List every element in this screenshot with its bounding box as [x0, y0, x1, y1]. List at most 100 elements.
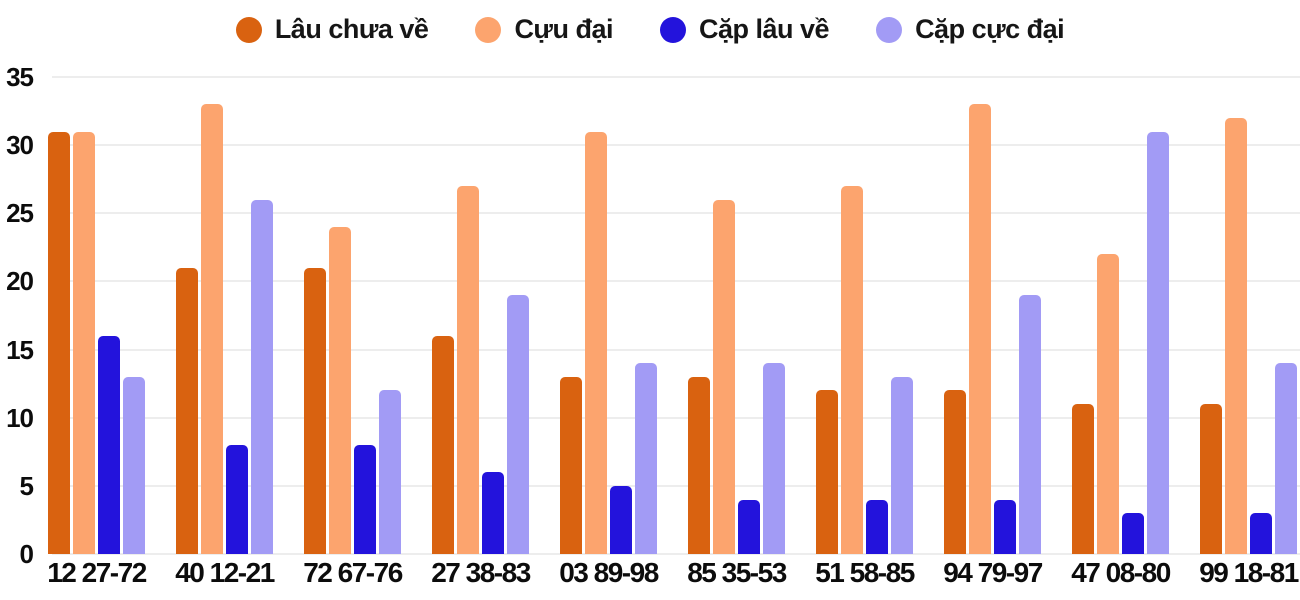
- legend-item-2[interactable]: Cựu đại: [475, 14, 613, 45]
- x-axis-label-51-58-85: 51 58-85: [815, 557, 915, 588]
- bar-Cựu-đại-12-27-72: [73, 131, 95, 554]
- legend-label: Lâu chưa về: [274, 14, 429, 44]
- bar-Cựu-đại-94-79-97: [969, 104, 991, 554]
- x-axis-label-99-18-81: 99 18-81: [1199, 557, 1299, 588]
- legend-item-1[interactable]: Lâu chưa về: [235, 14, 429, 45]
- x-axis-labels: 12 27-72 40 12-21 72 67-76 27 38-83 03 89-98…: [47, 557, 1299, 588]
- bar-Lâu-chưa-về-47-08-80: [1072, 404, 1094, 554]
- x-axis-label-text: 51 58-85: [815, 557, 915, 588]
- bar-group-99-18-81: [1200, 77, 1297, 554]
- legend-label: Cặp cực đại: [915, 14, 1065, 44]
- gridline-y20: [52, 280, 1300, 283]
- bar-Cặp-lâu-về-85-35-53: [738, 499, 760, 554]
- bar-group-47-08-80: [1072, 77, 1169, 554]
- bar-Cặp-lâu-về-72-67-76: [354, 444, 376, 554]
- x-axis-label-47-08-80: 47 08-80: [1071, 557, 1171, 588]
- y-axis-tick-label: 15: [6, 334, 34, 365]
- x-axis-label-40-12-21: 40 12-21: [175, 559, 275, 587]
- plot-area: 0 5 10 15 20 25 30 35: [6, 64, 1300, 567]
- bar-Cặp-cực-đại-47-08-80: [1147, 131, 1169, 554]
- bar-Lâu-chưa-về-94-79-97: [944, 390, 966, 554]
- bar-Cựu-đại-51-58-85: [841, 186, 863, 554]
- bar-Cặp-lâu-về-12-27-72: [98, 335, 120, 554]
- bar-Cặp-cực-đại-40-12-21: [251, 199, 273, 554]
- bar-Cựu-đại-99-18-81: [1225, 117, 1247, 554]
- bar-Cựu-đại-72-67-76: [329, 226, 351, 554]
- legend-swatch-icon: [235, 16, 262, 43]
- x-axis-label-27-38-83: 27 38-83: [431, 557, 531, 588]
- legend-label: Cặp lâu về: [699, 14, 830, 44]
- x-axis-label-text: 94 79-97: [943, 557, 1043, 588]
- gridline-y15: [52, 348, 1300, 351]
- bar-Cặp-lâu-về-27-38-83: [482, 472, 504, 554]
- bar-Cựu-đại-03-89-98: [585, 131, 607, 554]
- y-axis-tick-label: 20: [6, 266, 34, 297]
- x-axis-label-03-89-98: 03 89-98: [559, 557, 659, 588]
- x-axis-label-text: 72 67-76: [303, 557, 403, 588]
- bar-Lâu-chưa-về-27-38-83: [432, 335, 454, 554]
- x-axis-label-text: 12 27-72: [47, 557, 147, 588]
- bar-Cặp-lâu-về-99-18-81: [1250, 513, 1272, 554]
- bar-Cặp-cực-đại-99-18-81: [1275, 363, 1297, 554]
- bar-Cựu-đại-85-35-53: [713, 199, 735, 554]
- bar-Cặp-lâu-về-47-08-80: [1122, 513, 1144, 554]
- y-axis-tick-label: 0: [19, 539, 35, 569]
- legend-swatch-icon: [660, 16, 686, 43]
- y-axis-tick-label: 5: [19, 470, 35, 501]
- bar-Lâu-chưa-về-99-18-81: [1200, 404, 1222, 554]
- legend-item-3[interactable]: Cặp lâu về: [660, 14, 830, 45]
- y-axis-tick-label: 35: [6, 62, 34, 92]
- bar-group-40-12-21: [176, 77, 273, 554]
- bar-chart: 0 5 10 15 20 25 30 35 12 27-72 40 12-21 72 67-76 2…: [0, 64, 1300, 588]
- bar-Lâu-chưa-về-12-27-72: [48, 131, 70, 554]
- bar-Cặp-lâu-về-94-79-97: [994, 499, 1016, 554]
- x-axis-label-85-35-53: 85 35-53: [687, 557, 787, 588]
- x-axis-label-text: 99 18-81: [1199, 557, 1299, 588]
- bar-Cựu-đại-27-38-83: [457, 186, 479, 554]
- bar-Cặp-lâu-về-51-58-85: [866, 499, 888, 554]
- legend-item-4[interactable]: Cặp cực đại: [876, 14, 1065, 45]
- bar-Cặp-lâu-về-40-12-21: [226, 444, 248, 554]
- bar-group-12-27-72: [48, 77, 145, 554]
- bar-groups: [48, 77, 1297, 554]
- bar-Lâu-chưa-về-03-89-98: [560, 376, 582, 554]
- x-axis-label-text: 85 35-53: [687, 557, 787, 588]
- bar-group-03-89-98: [560, 77, 657, 554]
- bar-group-85-35-53: [688, 77, 785, 554]
- bar-Lâu-chưa-về-72-67-76: [304, 267, 326, 554]
- bar-Cặp-cực-đại-94-79-97: [1019, 295, 1041, 554]
- bar-Cựu-đại-47-08-80: [1097, 254, 1119, 554]
- bar-Lâu-chưa-về-40-12-21: [176, 267, 198, 554]
- gridline-y10: [52, 416, 1300, 419]
- legend-swatch-icon: [876, 16, 903, 43]
- bar-Cặp-cực-đại-72-67-76: [379, 390, 401, 554]
- bar-group-27-38-83: [432, 77, 529, 554]
- x-axis-label-text: 47 08-80: [1071, 557, 1171, 588]
- bar-group-94-79-97: [944, 77, 1041, 554]
- bar-Cựu-đại-40-12-21: [201, 104, 223, 554]
- x-axis-label-text: 03 89-98: [559, 557, 659, 588]
- gridline-y25: [52, 212, 1300, 215]
- bar-Cặp-cực-đại-12-27-72: [123, 376, 145, 554]
- bar-Lâu-chưa-về-85-35-53: [688, 376, 710, 554]
- x-axis-label-72-67-76: 72 67-76: [303, 557, 403, 588]
- bar-group-51-58-85: [816, 77, 913, 554]
- bar-Cặp-cực-đại-03-89-98: [635, 363, 657, 554]
- bar-Cặp-lâu-về-03-89-98: [610, 485, 632, 554]
- y-axis-tick-label: 25: [6, 198, 34, 229]
- gridline-y0: [52, 553, 1300, 555]
- bar-Cặp-cực-đại-27-38-83: [507, 295, 529, 554]
- bar-Lâu-chưa-về-51-58-85: [816, 390, 838, 554]
- chart-legend: Lâu chưa về Cựu đại Cặp lâu về Cặp cực đại: [0, 0, 1300, 50]
- y-axis-tick-label: 30: [6, 130, 34, 161]
- legend-swatch-icon: [475, 16, 502, 43]
- bar-Cặp-cực-đại-51-58-85: [891, 376, 913, 554]
- legend-label: Cựu đại: [514, 14, 613, 44]
- gridline-y5: [52, 484, 1300, 487]
- gridline-y30: [52, 144, 1300, 147]
- bar-group-72-67-76: [304, 77, 401, 554]
- gridline-y35: [52, 76, 1300, 78]
- x-axis-label-94-79-97: 94 79-97: [943, 557, 1043, 588]
- x-axis-label-text: 27 38-83: [431, 557, 531, 588]
- x-axis-label-12-27-72: 12 27-72: [47, 557, 147, 588]
